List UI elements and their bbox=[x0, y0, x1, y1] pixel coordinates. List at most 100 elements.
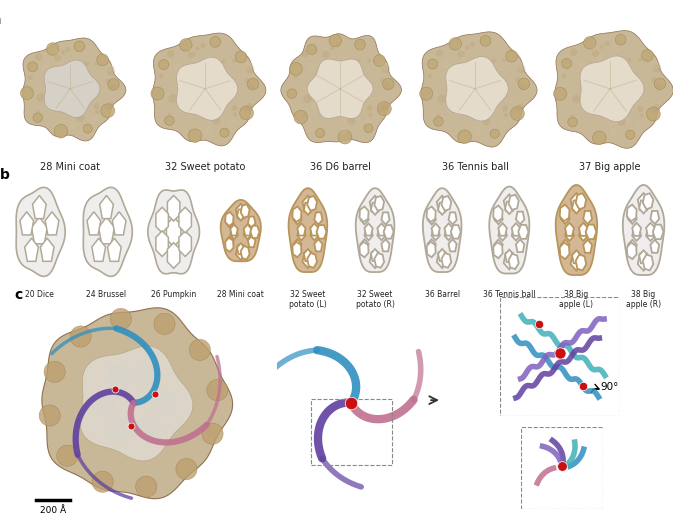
Circle shape bbox=[108, 102, 114, 108]
Circle shape bbox=[312, 108, 317, 113]
Circle shape bbox=[503, 113, 508, 117]
Circle shape bbox=[562, 73, 566, 78]
Circle shape bbox=[246, 65, 255, 74]
Polygon shape bbox=[653, 225, 664, 239]
Polygon shape bbox=[23, 38, 126, 141]
Polygon shape bbox=[236, 245, 246, 260]
Text: 32 Sweet potato: 32 Sweet potato bbox=[165, 162, 245, 172]
Text: 38 Big
apple (R): 38 Big apple (R) bbox=[626, 290, 661, 309]
Polygon shape bbox=[449, 239, 457, 251]
Polygon shape bbox=[179, 231, 191, 257]
Polygon shape bbox=[310, 224, 319, 236]
Circle shape bbox=[151, 390, 176, 416]
Circle shape bbox=[105, 78, 111, 84]
Circle shape bbox=[71, 114, 77, 120]
Circle shape bbox=[221, 59, 225, 63]
Circle shape bbox=[364, 123, 373, 132]
Polygon shape bbox=[42, 308, 233, 499]
Circle shape bbox=[379, 105, 386, 112]
Polygon shape bbox=[508, 254, 519, 269]
Polygon shape bbox=[579, 228, 588, 241]
Circle shape bbox=[168, 113, 171, 117]
Circle shape bbox=[581, 108, 586, 113]
Circle shape bbox=[247, 78, 258, 90]
Polygon shape bbox=[565, 228, 574, 241]
Circle shape bbox=[106, 365, 132, 390]
Polygon shape bbox=[364, 224, 373, 236]
Polygon shape bbox=[148, 190, 199, 274]
Polygon shape bbox=[438, 202, 446, 215]
Circle shape bbox=[95, 110, 99, 114]
Circle shape bbox=[44, 361, 65, 383]
Circle shape bbox=[85, 62, 89, 66]
Circle shape bbox=[202, 423, 223, 444]
Polygon shape bbox=[579, 223, 588, 236]
Polygon shape bbox=[556, 185, 597, 275]
Circle shape bbox=[54, 54, 62, 62]
Circle shape bbox=[84, 113, 88, 118]
Circle shape bbox=[189, 339, 210, 360]
Circle shape bbox=[477, 54, 482, 59]
Circle shape bbox=[593, 131, 606, 145]
Circle shape bbox=[612, 54, 617, 59]
Circle shape bbox=[584, 37, 596, 49]
Polygon shape bbox=[304, 249, 312, 261]
Circle shape bbox=[647, 107, 660, 121]
Polygon shape bbox=[244, 228, 251, 239]
Circle shape bbox=[365, 119, 371, 124]
Polygon shape bbox=[493, 206, 503, 222]
Circle shape bbox=[625, 118, 630, 122]
Polygon shape bbox=[307, 253, 317, 268]
Text: 32 Sweet
potato (R): 32 Sweet potato (R) bbox=[356, 290, 395, 309]
Text: b: b bbox=[0, 168, 10, 182]
Circle shape bbox=[177, 107, 183, 112]
Polygon shape bbox=[638, 193, 649, 210]
Polygon shape bbox=[516, 211, 525, 224]
Polygon shape bbox=[498, 223, 507, 236]
Circle shape bbox=[47, 43, 59, 55]
Polygon shape bbox=[505, 201, 514, 214]
Circle shape bbox=[207, 55, 212, 60]
Circle shape bbox=[615, 34, 626, 45]
Circle shape bbox=[655, 83, 662, 91]
Circle shape bbox=[458, 47, 464, 52]
Text: 200 Å: 200 Å bbox=[40, 506, 66, 515]
Polygon shape bbox=[382, 239, 390, 251]
Circle shape bbox=[458, 130, 471, 144]
Circle shape bbox=[458, 50, 465, 58]
Polygon shape bbox=[560, 205, 569, 221]
Circle shape bbox=[323, 51, 330, 58]
Circle shape bbox=[492, 59, 496, 63]
Circle shape bbox=[200, 43, 206, 48]
Polygon shape bbox=[236, 204, 246, 218]
Polygon shape bbox=[156, 207, 169, 233]
Polygon shape bbox=[646, 223, 655, 236]
Polygon shape bbox=[441, 253, 451, 268]
Polygon shape bbox=[307, 196, 317, 211]
Circle shape bbox=[210, 37, 221, 47]
Circle shape bbox=[42, 64, 49, 72]
Polygon shape bbox=[451, 225, 461, 238]
Circle shape bbox=[367, 59, 371, 63]
Polygon shape bbox=[561, 211, 570, 224]
Polygon shape bbox=[292, 242, 301, 257]
Circle shape bbox=[609, 128, 616, 136]
Circle shape bbox=[188, 48, 195, 54]
Polygon shape bbox=[575, 254, 586, 270]
Polygon shape bbox=[561, 240, 570, 253]
Circle shape bbox=[246, 63, 253, 70]
Circle shape bbox=[299, 92, 303, 96]
Circle shape bbox=[179, 39, 192, 51]
Polygon shape bbox=[374, 253, 384, 268]
Circle shape bbox=[95, 61, 98, 66]
Polygon shape bbox=[32, 196, 47, 218]
Polygon shape bbox=[441, 196, 451, 211]
Circle shape bbox=[325, 55, 333, 62]
Circle shape bbox=[482, 117, 490, 126]
Circle shape bbox=[605, 41, 610, 46]
Circle shape bbox=[159, 74, 164, 78]
Circle shape bbox=[460, 55, 468, 61]
Circle shape bbox=[136, 365, 161, 390]
Polygon shape bbox=[374, 196, 384, 211]
Polygon shape bbox=[643, 193, 653, 209]
